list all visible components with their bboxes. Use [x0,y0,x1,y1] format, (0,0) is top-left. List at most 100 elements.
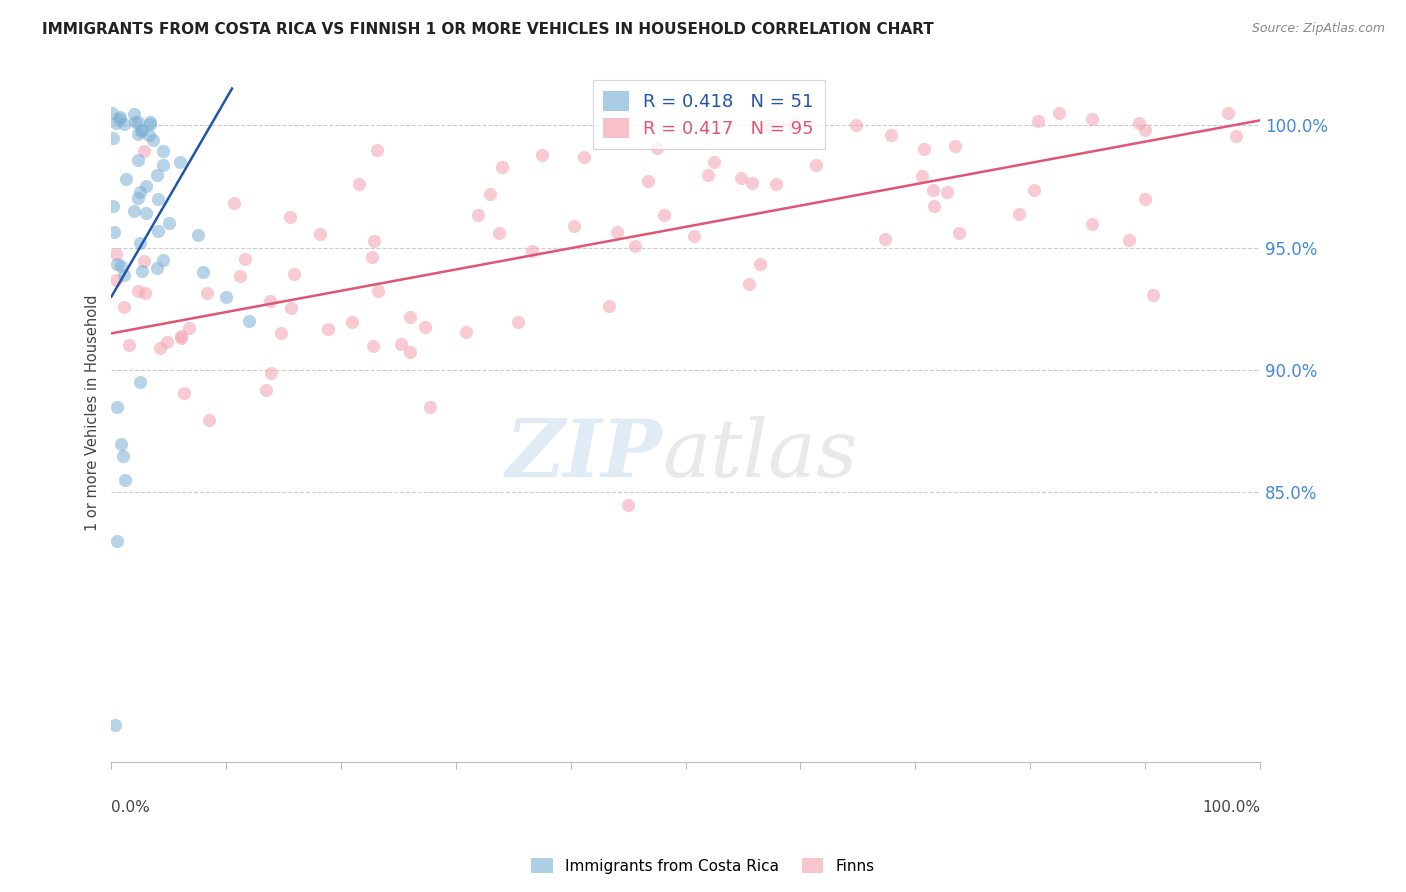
Point [936,186,959,200]
Point [101,198,124,212]
Point [765,177,787,191]
Point [637,174,659,188]
Point [943,138,966,153]
Point [806,158,828,172]
Point [139,114,162,128]
Point [127,191,149,205]
Point [131,124,153,138]
Point [142,134,165,148]
Point [467,209,489,223]
Point [280,301,302,315]
Point [366,143,388,157]
Point [132,145,155,159]
Text: Source: ZipAtlas.com: Source: ZipAtlas.com [1251,22,1385,36]
Point [845,118,868,132]
Point [195,285,218,300]
Point [530,147,553,161]
Point [1024,183,1046,197]
Point [478,186,501,201]
Point [367,285,389,299]
Point [127,115,149,129]
Point [363,338,385,352]
Point [105,534,128,549]
Point [318,322,340,336]
Point [139,117,162,131]
Point [107,112,129,126]
Point [1216,106,1239,120]
Point [170,329,193,343]
Point [115,171,138,186]
Point [112,300,135,314]
Point [1133,122,1156,136]
Point [152,252,174,267]
Point [104,273,127,287]
Point [112,268,135,282]
Point [101,130,124,145]
Text: 100.0%: 100.0% [1202,800,1260,815]
Point [1081,217,1104,231]
Legend: R = 0.418   N = 51, R = 0.417   N = 95: R = 0.418 N = 51, R = 0.417 N = 95 [592,80,824,149]
Point [308,227,330,241]
Point [149,341,172,355]
Point [508,315,530,329]
Text: ZIP: ZIP [506,416,662,493]
Point [399,310,422,324]
Point [1028,114,1050,128]
Point [132,254,155,268]
Point [911,169,934,184]
Point [360,250,382,264]
Point [156,335,179,350]
Point [138,128,160,143]
Point [606,225,628,239]
Point [598,299,620,313]
Point [413,319,436,334]
Point [254,384,277,398]
Point [177,320,200,334]
Point [233,252,256,266]
Point [389,337,412,351]
Point [117,338,139,352]
Point [135,205,157,219]
Point [134,286,156,301]
Point [124,203,146,218]
Legend: Immigrants from Costa Rica, Finns: Immigrants from Costa Rica, Finns [526,852,880,880]
Point [170,331,193,345]
Point [169,155,191,169]
Point [520,244,543,259]
Point [157,216,180,230]
Point [127,128,149,142]
Point [104,718,127,732]
Point [259,294,281,309]
Point [749,257,772,271]
Point [283,267,305,281]
Text: 0.0%: 0.0% [111,800,150,815]
Point [454,325,477,339]
Y-axis label: 1 or more Vehicles in Household: 1 or more Vehicles in Household [86,294,100,531]
Point [152,158,174,172]
Text: atlas: atlas [662,416,858,493]
Point [730,170,752,185]
Point [111,449,134,463]
Point [146,192,169,206]
Point [572,150,595,164]
Point [741,176,763,190]
Point [193,265,215,279]
Point [108,110,131,124]
Point [278,211,301,225]
Point [782,118,804,132]
Text: IMMIGRANTS FROM COSTA RICA VS FINNISH 1 OR MORE VEHICLES IN HOUSEHOLD CORRELATIO: IMMIGRANTS FROM COSTA RICA VS FINNISH 1 … [42,22,934,37]
Point [129,376,152,390]
Point [363,234,385,248]
Point [224,196,246,211]
Point [104,246,127,260]
Point [873,232,896,246]
Point [105,257,128,271]
Point [1118,233,1140,247]
Point [173,386,195,401]
Point [623,238,645,252]
Point [110,259,132,273]
Point [948,226,970,240]
Point [238,314,260,328]
Point [340,315,363,329]
Point [260,366,283,380]
